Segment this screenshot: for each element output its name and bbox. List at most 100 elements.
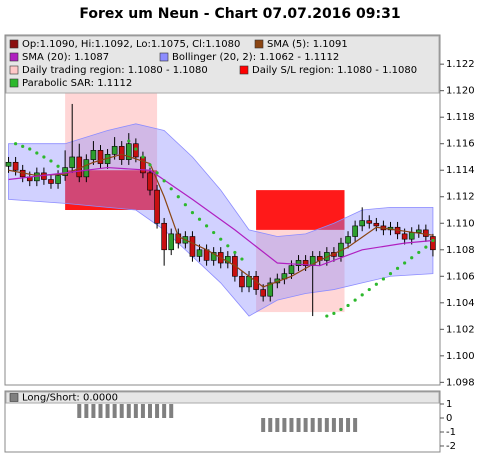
y-tick-label: 1.110 xyxy=(446,218,475,229)
sar-dot xyxy=(403,261,407,265)
candle-body xyxy=(41,172,47,180)
long-short-bar xyxy=(338,418,343,432)
candle-body xyxy=(125,143,132,160)
legend-label: SMA (5): 1.1091 xyxy=(267,39,348,50)
y-tick-label: 1.106 xyxy=(446,271,475,282)
sl-region xyxy=(256,190,345,230)
candle-body xyxy=(423,229,429,237)
candle-body xyxy=(295,260,302,266)
sar-dot xyxy=(339,307,343,312)
long-short-bar xyxy=(77,404,82,419)
candle-body xyxy=(175,233,182,244)
sar-dot xyxy=(127,139,131,143)
sar-dot xyxy=(49,159,53,163)
long-short-bar xyxy=(169,404,174,419)
candle-body xyxy=(196,249,203,257)
legend-swatch xyxy=(9,78,19,88)
y-tick-label: 1.120 xyxy=(446,86,475,97)
y-tick-label: 1 xyxy=(446,399,452,410)
y-tick-label: 1.100 xyxy=(446,351,475,362)
long-short-bar xyxy=(112,404,117,419)
sar-dot xyxy=(417,250,421,255)
y-tick-label: 1.118 xyxy=(446,112,475,123)
candle-body xyxy=(359,220,365,227)
candle-body xyxy=(430,236,436,251)
legend-swatch xyxy=(239,65,249,75)
sar-dot xyxy=(21,144,25,148)
long-short-bar xyxy=(303,418,308,432)
sar-dot xyxy=(226,244,230,248)
legend-box xyxy=(5,35,440,94)
long-short-bar xyxy=(331,418,336,432)
candle-body xyxy=(189,236,196,257)
sar-dot xyxy=(233,250,237,255)
y-tick-label: -1 xyxy=(446,427,456,438)
candle-body xyxy=(345,236,351,244)
long-short-bar xyxy=(98,404,103,419)
sar-dot xyxy=(240,257,244,261)
sar-dot xyxy=(381,277,386,281)
candle-body xyxy=(97,150,104,164)
y-tick-label: 1.122 xyxy=(446,59,475,70)
y-tick-label: 1.102 xyxy=(446,324,475,335)
candle-body xyxy=(83,159,90,178)
candle-body xyxy=(267,282,274,297)
candle-body xyxy=(154,189,160,224)
long-short-bar xyxy=(91,404,96,419)
legend-swatch xyxy=(254,39,264,49)
candle-body xyxy=(111,146,118,155)
candle-body xyxy=(239,275,245,288)
sar-dot xyxy=(183,203,187,207)
y-tick-label: 0 xyxy=(446,413,452,424)
candle-body xyxy=(48,179,54,184)
sar-dot xyxy=(219,237,223,241)
long-short-bar xyxy=(126,404,131,419)
y-tick-label: 1.116 xyxy=(446,139,475,150)
sar-dot xyxy=(332,311,336,316)
legend-swatch xyxy=(9,65,19,75)
legend-swatch xyxy=(9,393,19,402)
candle-body xyxy=(69,156,75,168)
sar-dot xyxy=(35,151,39,155)
long-short-bar xyxy=(261,418,266,432)
sar-dot xyxy=(388,272,393,276)
candle-body xyxy=(5,161,12,167)
sar-dot xyxy=(431,238,435,243)
sar-dot xyxy=(353,298,357,302)
long-short-bar xyxy=(275,418,280,432)
candle-body xyxy=(168,233,175,251)
sar-dot xyxy=(346,303,350,308)
sma-line xyxy=(8,153,434,288)
sar-dot xyxy=(162,179,166,183)
legend-swatch xyxy=(9,39,19,49)
long-short-bar xyxy=(148,404,152,419)
long-short-bar xyxy=(289,418,294,432)
long-short-bar xyxy=(105,404,110,419)
sar-dot xyxy=(212,230,216,235)
candle-body xyxy=(147,172,153,191)
legend-label: SMA (20): 1.1087 xyxy=(22,52,109,63)
sar-dot xyxy=(424,245,428,249)
long-short-bar xyxy=(310,418,315,432)
long-short-bar xyxy=(140,404,145,419)
y-tick-label: 1.108 xyxy=(446,245,475,256)
chart-title: Forex um Neun - Chart 07.07.2016 09:31 xyxy=(79,6,400,22)
sar-dot xyxy=(155,171,159,175)
candle-body xyxy=(12,161,19,171)
legend-label: Long/Short: 0.0000 xyxy=(22,393,118,404)
long-short-bar xyxy=(268,418,273,432)
legend-label: Op:1.1090, Hi:1.1092, Lo:1.1075, Cl:1.10… xyxy=(22,39,240,50)
candle-body xyxy=(55,175,61,184)
long-short-bar xyxy=(119,404,124,419)
sar-dot xyxy=(204,224,209,228)
sar-dot xyxy=(169,187,173,191)
candle-body xyxy=(401,233,408,240)
y-tick-label: 1.098 xyxy=(446,377,475,388)
sar-dot xyxy=(141,155,145,159)
sar-dot xyxy=(360,293,364,297)
sar-dot xyxy=(325,314,329,318)
legend-box xyxy=(5,391,440,404)
long-short-bar xyxy=(84,404,89,419)
